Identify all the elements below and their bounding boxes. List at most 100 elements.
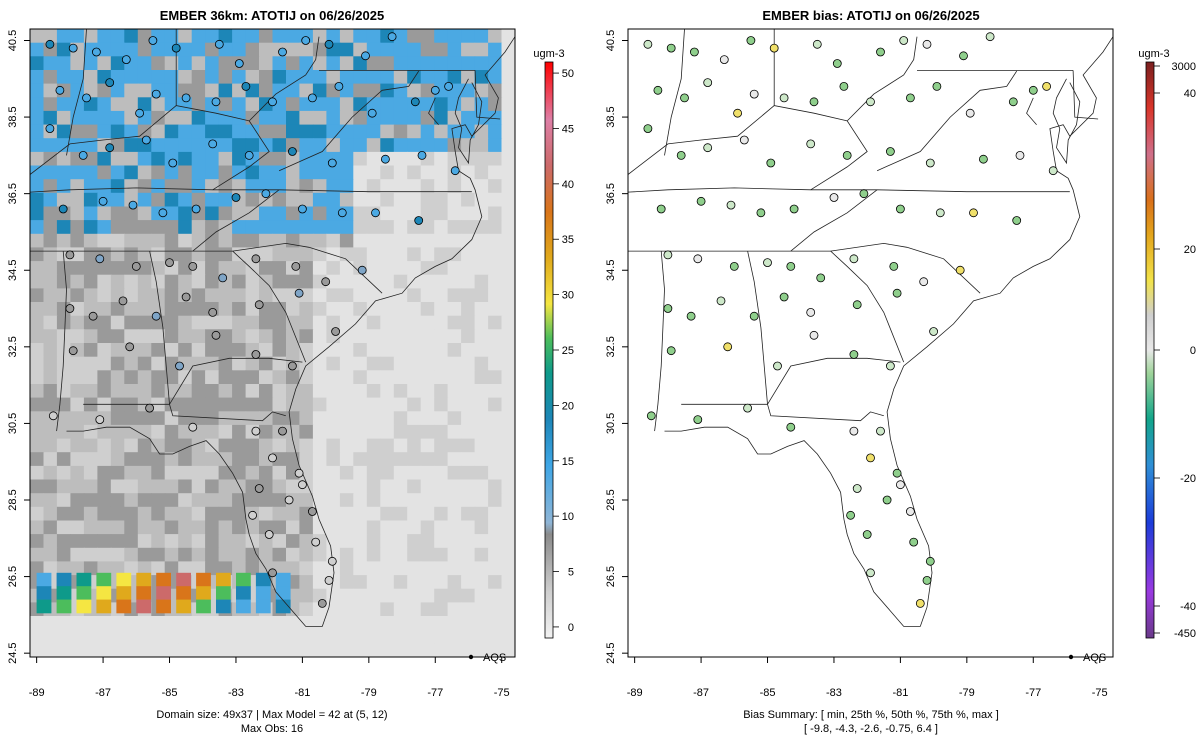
grid-cell — [339, 493, 354, 508]
grid-cell — [420, 56, 435, 71]
site-marker — [929, 327, 938, 336]
left-aqs-legend-label: AQS — [483, 652, 506, 664]
grid-cell — [30, 192, 45, 208]
grid-cell — [299, 575, 314, 590]
grid-cell — [97, 315, 112, 330]
site-marker — [749, 311, 759, 321]
grid-cell — [156, 599, 171, 614]
grid-cell — [164, 329, 179, 344]
site-marker — [158, 208, 168, 218]
grid-cell — [245, 438, 260, 453]
grid-cell — [83, 465, 98, 481]
grid-cell — [83, 534, 98, 549]
grid-cell — [488, 397, 503, 412]
grid-cell — [353, 534, 368, 549]
grid-cell — [407, 288, 422, 303]
grid-cell — [56, 274, 71, 289]
site-marker — [969, 208, 978, 218]
grid-cell — [434, 493, 449, 508]
grid-cell — [488, 42, 503, 57]
grid-cell — [124, 561, 139, 576]
grid-cell — [83, 329, 98, 344]
grid-cell — [56, 629, 71, 644]
grid-cell — [137, 452, 152, 467]
grid-cell — [407, 452, 422, 467]
grid-cell — [272, 124, 287, 139]
grid-cell — [366, 165, 381, 180]
grid-cell — [30, 493, 45, 508]
grid-cell — [488, 29, 503, 44]
grid-cell — [56, 29, 71, 44]
grid-cell — [218, 438, 233, 453]
grid-cell — [312, 424, 327, 440]
grid-cell — [461, 561, 476, 576]
grid-cell — [30, 288, 45, 303]
grid-cell — [245, 70, 260, 85]
grid-cell — [339, 192, 354, 208]
grid-cell — [178, 561, 193, 576]
grid-cell — [461, 138, 476, 153]
grid-cell — [110, 616, 125, 631]
site-marker — [327, 158, 337, 168]
site-marker — [965, 108, 975, 118]
grid-cell — [191, 56, 206, 71]
grid-cell — [151, 70, 166, 85]
grid-cell — [501, 124, 515, 139]
grid-cell — [299, 329, 314, 344]
grid-cell — [447, 643, 462, 657]
grid-cell — [407, 384, 422, 399]
grid-cell — [178, 192, 193, 208]
left-caption-line1: Domain size: 49x37 | Max Model = 42 at (… — [156, 709, 387, 721]
site-marker — [719, 55, 729, 64]
grid-cell — [420, 233, 435, 249]
grid-cell — [299, 343, 314, 358]
grid-cell — [366, 547, 381, 563]
grid-cell — [97, 83, 112, 98]
grid-cell — [232, 493, 247, 508]
site-marker — [248, 510, 258, 520]
grid-cell — [286, 97, 301, 112]
grid-cell — [83, 506, 98, 522]
grid-cell — [191, 534, 206, 549]
grid-cell — [380, 438, 395, 453]
grid-cell — [97, 479, 112, 494]
grid-cell — [218, 616, 233, 631]
grid-cell — [420, 493, 435, 508]
grid-cell — [461, 124, 476, 139]
grid-cell — [326, 124, 341, 139]
grid-cell — [124, 329, 139, 344]
grid-cell — [393, 520, 408, 535]
grid-cell — [353, 288, 368, 303]
grid-cell — [97, 465, 112, 481]
grid-cell — [420, 520, 435, 535]
grid-cell — [326, 315, 341, 330]
grid-cell — [245, 42, 260, 57]
site-marker — [251, 254, 261, 264]
grid-cell — [380, 70, 395, 85]
site-marker — [241, 82, 251, 91]
y-tick-label: 30.5 — [605, 413, 617, 434]
grid-cell — [259, 616, 274, 631]
grid-cell — [420, 356, 435, 371]
grid-cell — [380, 479, 395, 494]
grid-cell — [116, 586, 132, 600]
grid-cell — [380, 384, 395, 399]
grid-cell — [501, 370, 515, 385]
grid-cell — [286, 70, 301, 85]
grid-cell — [286, 561, 301, 576]
grid-cell — [366, 397, 381, 412]
grid-cell — [488, 588, 503, 603]
grid-cell — [151, 356, 166, 371]
grid-cell — [97, 629, 112, 644]
grid-cell — [151, 42, 166, 57]
grid-cell — [380, 424, 395, 440]
grid-cell — [124, 493, 139, 508]
grid-cell — [97, 220, 112, 235]
grid-cell — [70, 629, 85, 644]
grid-cell — [407, 83, 422, 98]
grid-cell — [110, 110, 125, 126]
site-marker — [726, 200, 736, 210]
grid-cell — [488, 561, 503, 576]
grid-cell — [393, 124, 408, 139]
grid-cell — [501, 261, 515, 276]
